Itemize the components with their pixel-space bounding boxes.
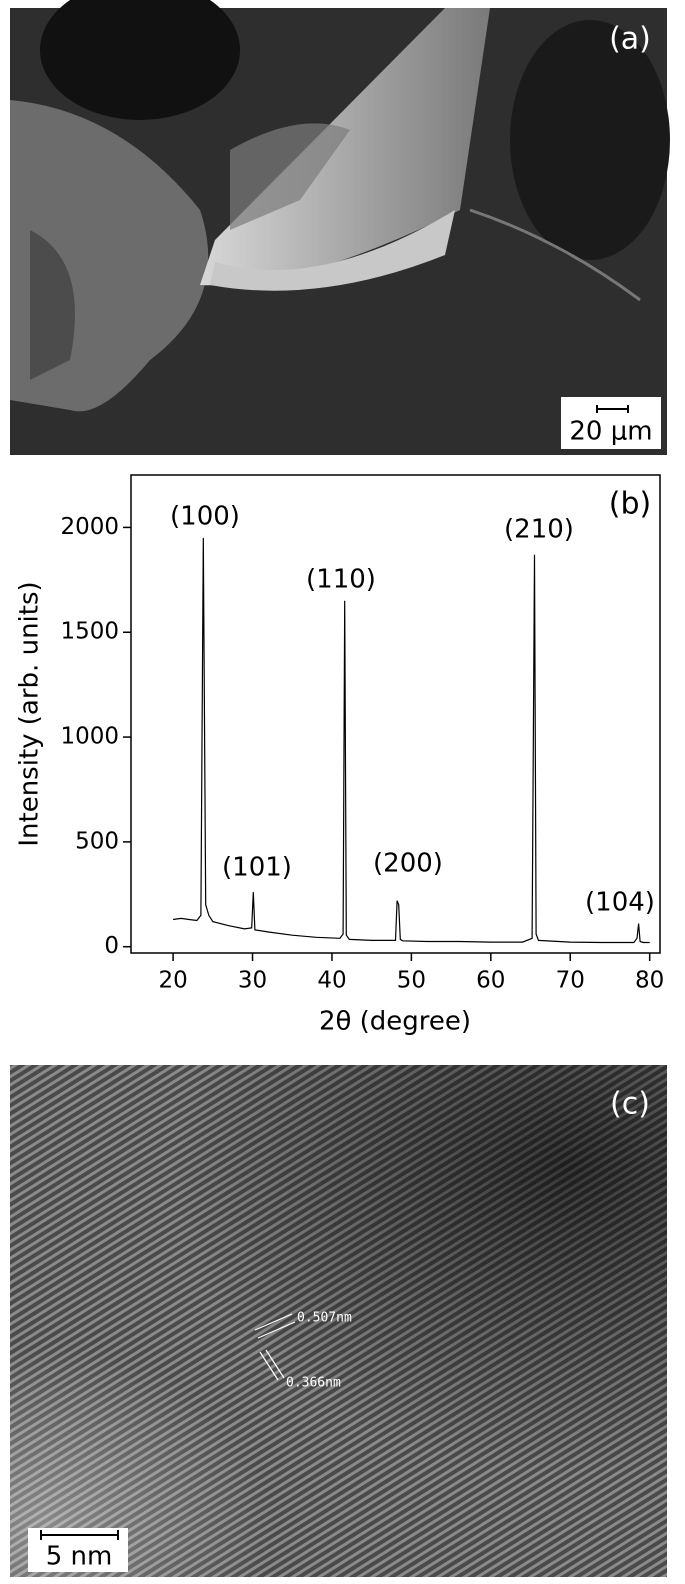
y-axis-label: Intensity (arb. units) xyxy=(15,581,45,846)
y-tick-label: 500 xyxy=(75,828,119,854)
xrd-chart: (b) 2θ (degree) Intensity (arb. units) 2… xyxy=(15,474,664,1037)
x-tick-label: 40 xyxy=(317,968,346,994)
scale-bar xyxy=(596,405,629,413)
peak-label: (200) xyxy=(373,849,443,879)
y-tick-label: 1500 xyxy=(60,619,119,645)
x-tick-label: 20 xyxy=(158,968,187,994)
x-tick-label: 50 xyxy=(397,968,426,994)
peak-label: (100) xyxy=(170,502,240,532)
xrd-line xyxy=(173,537,650,944)
x-tick-label: 60 xyxy=(476,968,505,994)
sem-image xyxy=(10,0,670,455)
x-tick-label: 70 xyxy=(556,968,585,994)
peak-label: (101) xyxy=(222,853,292,883)
scale-bar xyxy=(40,1530,119,1540)
tem-image xyxy=(10,1065,667,1577)
y-tick-label: 2000 xyxy=(60,514,119,540)
scale-box xyxy=(561,397,661,449)
x-tick-label: 30 xyxy=(238,968,267,994)
peak-label: (110) xyxy=(306,565,376,595)
x-tick-label: 80 xyxy=(635,968,664,994)
x-axis-label: 2θ (degree) xyxy=(319,1007,471,1037)
spacing-label: 0.507nm xyxy=(297,1311,352,1326)
panel-label: (a) xyxy=(609,22,651,57)
spacing-label: 0.366nm xyxy=(286,1376,341,1391)
panel-label: (b) xyxy=(609,487,651,522)
scale-label: 20 μm xyxy=(569,417,652,447)
scale-label: 5 nm xyxy=(46,1542,113,1572)
plot-frame xyxy=(130,474,661,954)
peak-label: (210) xyxy=(504,515,574,545)
y-tick-label: 1000 xyxy=(60,724,119,750)
y-tick-label: 0 xyxy=(104,933,119,959)
panel-label: (c) xyxy=(610,1087,650,1122)
peak-label: (104) xyxy=(585,888,655,918)
